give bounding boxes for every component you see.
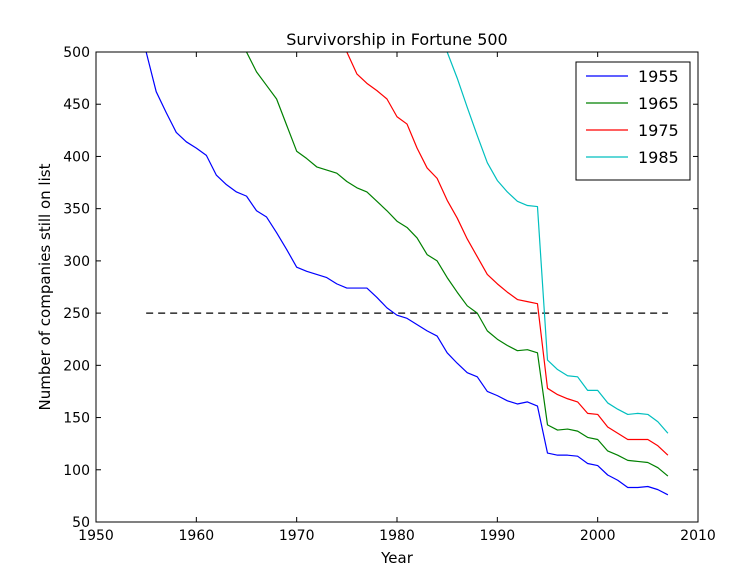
x-tick-label: 1960: [179, 528, 215, 544]
x-tick-label: 2000: [580, 528, 616, 544]
y-tick-label: 500: [63, 45, 90, 61]
legend: 1955 1965 1975 1985: [575, 61, 691, 181]
legend-label-1955: 1955: [638, 67, 679, 86]
y-tick-label: 400: [63, 149, 90, 165]
y-tick-label: 300: [63, 254, 90, 270]
y-tick-label: 150: [63, 411, 90, 427]
x-tick-label: 1980: [379, 528, 415, 544]
y-tick-label: 250: [63, 306, 90, 322]
y-tick-label: 100: [63, 463, 90, 479]
x-axis-label: Year: [380, 549, 414, 567]
x-tick-label: 1990: [480, 528, 516, 544]
y-tick-label: 350: [63, 202, 90, 218]
legend-box: [575, 61, 691, 181]
series-line-1965: [245, 52, 669, 477]
x-tick-label: 1950: [78, 528, 114, 544]
y-tick-label: 50: [72, 515, 90, 531]
x-tick-label: 2010: [680, 528, 716, 544]
y-axis-label: Number of companies still on list: [36, 163, 54, 410]
series-line-1975: [346, 52, 669, 456]
legend-label-1965: 1965: [638, 94, 679, 113]
legend-label-1975: 1975: [638, 121, 679, 140]
y-tick-label: 450: [63, 97, 90, 113]
chart-title: Survivorship in Fortune 500: [286, 30, 507, 49]
series-line-1955: [145, 52, 669, 496]
legend-label-1985: 1985: [638, 148, 679, 167]
series-line-1985: [446, 52, 669, 434]
x-tick-label: 1970: [279, 528, 315, 544]
y-tick-label: 200: [63, 358, 90, 374]
plot-frame: [95, 51, 699, 523]
